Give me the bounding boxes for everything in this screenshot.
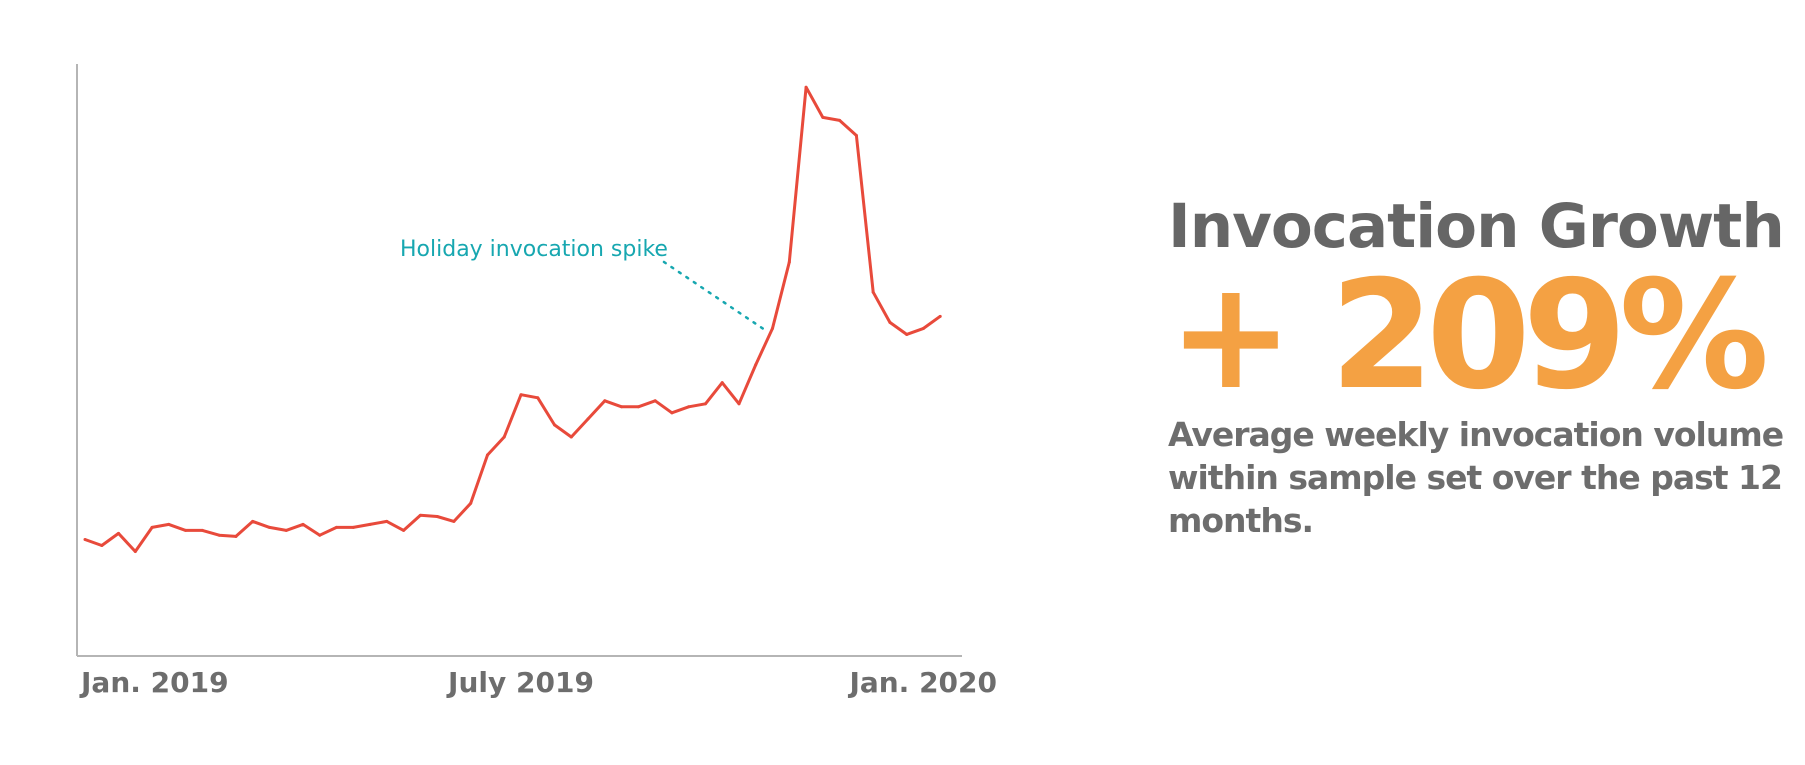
data-point-15 <box>335 525 339 529</box>
annotation-holiday-spike: Holiday invocation spike <box>400 237 668 262</box>
data-point-10 <box>251 519 255 523</box>
data-point-26 <box>519 393 523 397</box>
data-point-8 <box>217 533 221 537</box>
data-point-33 <box>636 405 640 409</box>
data-point-40 <box>754 363 758 367</box>
data-point-18 <box>385 519 389 523</box>
data-point-28 <box>553 423 557 427</box>
data-point-3 <box>133 550 137 554</box>
data-point-0 <box>83 537 87 541</box>
growth-percentage: + 209% <box>1168 249 1769 423</box>
data-point-25 <box>502 435 506 439</box>
x-tick-label-2: Jan. 2020 <box>847 666 997 699</box>
data-point-50 <box>921 326 925 330</box>
data-point-41 <box>771 326 775 330</box>
data-point-17 <box>368 522 372 526</box>
data-point-22 <box>452 519 456 523</box>
data-point-47 <box>871 290 875 294</box>
data-point-23 <box>469 501 473 505</box>
data-point-14 <box>318 533 322 537</box>
x-tick-labels: Jan. 2019 July 2019 Jan. 2020 <box>79 666 997 699</box>
x-tick-label-0: Jan. 2019 <box>79 666 229 699</box>
summary-panel: Invocation Growth + 209% Average weekly … <box>1168 196 1788 542</box>
data-point-2 <box>117 531 121 535</box>
data-point-11 <box>267 525 271 529</box>
data-point-29 <box>569 435 573 439</box>
summary-title: Invocation Growth <box>1168 191 1785 262</box>
data-point-39 <box>737 402 741 406</box>
invocation-line-chart: Jan. 2019 July 2019 Jan. 2020 Holiday invo… <box>76 64 997 699</box>
data-point-34 <box>653 399 657 403</box>
data-point-27 <box>536 396 540 400</box>
invocation-series-line <box>84 85 942 553</box>
data-point-46 <box>854 133 858 137</box>
series-points <box>83 85 942 554</box>
data-point-35 <box>670 411 674 415</box>
data-point-4 <box>150 525 154 529</box>
data-point-37 <box>703 402 707 406</box>
annotation-leader-line <box>662 260 767 332</box>
data-point-49 <box>905 332 909 336</box>
data-point-9 <box>234 534 238 538</box>
data-point-5 <box>167 522 171 526</box>
data-point-7 <box>200 528 204 532</box>
data-point-24 <box>485 453 489 457</box>
data-point-45 <box>838 118 842 122</box>
data-point-6 <box>184 528 188 532</box>
data-point-38 <box>720 381 724 385</box>
data-point-16 <box>351 525 355 529</box>
data-point-31 <box>603 399 607 403</box>
data-point-21 <box>435 515 439 519</box>
data-point-43 <box>804 85 808 89</box>
data-point-32 <box>620 405 624 409</box>
data-point-30 <box>586 417 590 421</box>
summary-description: Average weekly invocation volume within … <box>1168 415 1784 540</box>
data-point-36 <box>687 405 691 409</box>
data-point-20 <box>418 513 422 517</box>
x-tick-label-1: July 2019 <box>446 666 594 699</box>
data-point-19 <box>402 528 406 532</box>
data-point-13 <box>301 522 305 526</box>
data-point-42 <box>787 260 791 264</box>
data-point-44 <box>821 115 825 119</box>
data-point-1 <box>100 543 104 547</box>
data-point-12 <box>284 528 288 532</box>
data-point-51 <box>938 314 942 318</box>
data-point-48 <box>888 320 892 324</box>
